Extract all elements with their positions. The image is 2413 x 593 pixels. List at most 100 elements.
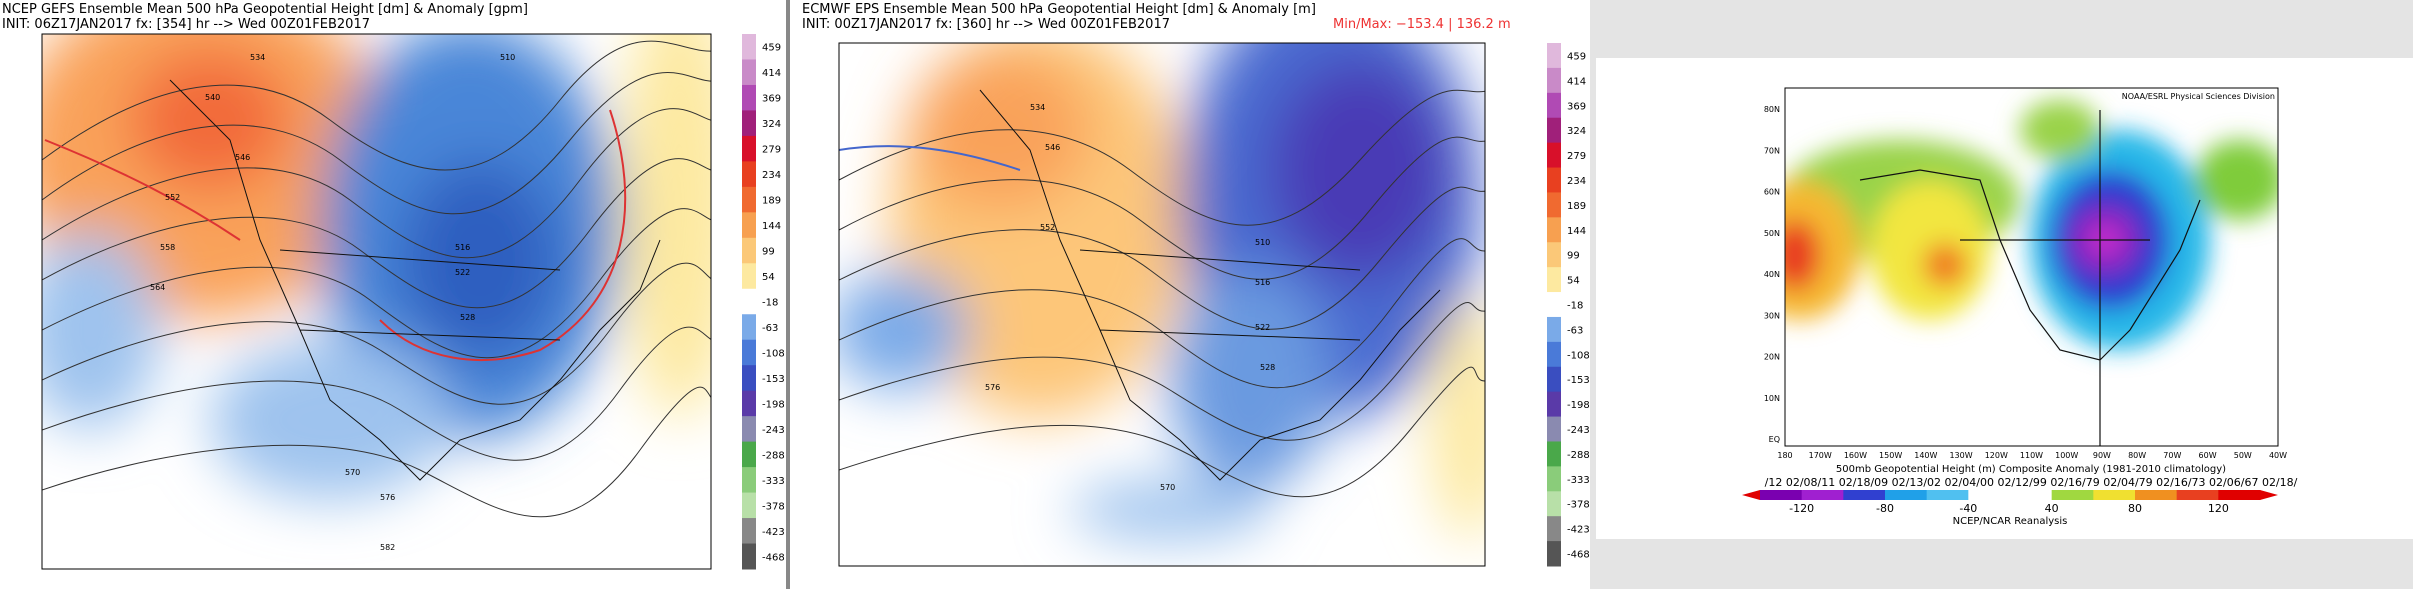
contour-label: 570 <box>345 468 360 477</box>
colorbar-label: -120 <box>1789 502 1814 515</box>
contour-label: 552 <box>165 193 180 202</box>
colorbar-swatch <box>742 110 756 137</box>
lon-label: 170W <box>1809 451 1832 460</box>
contours <box>42 40 711 518</box>
colorbar-label: 459 <box>1567 51 1586 62</box>
contour-label: 576 <box>985 383 1000 392</box>
colorbar-label: -468 <box>1567 550 1590 561</box>
colorbar-label: 54 <box>762 272 775 283</box>
colorbar-swatch <box>2218 490 2261 500</box>
lat-label: 20N <box>1764 353 1780 362</box>
colorbar-label: -423 <box>762 527 785 538</box>
colorbar-swatch <box>1968 490 2011 500</box>
colorbar-swatch <box>1801 490 1844 500</box>
colorbar-label: 144 <box>1567 226 1586 237</box>
colorbar-label: -198 <box>762 399 785 410</box>
init: INIT: 00Z17JAN2017 fx: [360] hr --> Wed … <box>802 17 1170 32</box>
contour-label: 528 <box>1260 363 1275 372</box>
map2-frame <box>838 42 1486 567</box>
lat-label: 10N <box>1764 394 1780 403</box>
colorbar-label: -333 <box>1567 475 1590 486</box>
colorbar-swatch <box>1843 490 1886 500</box>
lat-label: EQ <box>1769 435 1780 444</box>
map1 <box>42 34 711 569</box>
dates: /12 02/08/11 02/18/09 02/13/02 02/04/00 … <box>1765 476 2298 489</box>
colorbar-swatch <box>742 84 756 111</box>
colorbar-label: -198 <box>1567 400 1590 411</box>
colorbar-label: -40 <box>1959 502 1977 515</box>
colorbar-swatch <box>1760 490 1803 500</box>
colorbar-label: -63 <box>762 323 778 334</box>
colorbar-swatch <box>1547 416 1561 442</box>
colorbar-label: 279 <box>762 145 781 156</box>
colorbar-label: -18 <box>1567 301 1583 312</box>
colorbar-label: 234 <box>1567 176 1586 187</box>
lon-label: 50W <box>2234 451 2252 460</box>
colorbar-swatch <box>2010 490 2053 500</box>
colorbar-swatch <box>1547 391 1561 418</box>
contour-label: 510 <box>1255 238 1270 247</box>
colorbar-swatch <box>1547 292 1561 318</box>
colorbar-swatch <box>1547 117 1561 144</box>
contour-label: 576 <box>380 493 395 502</box>
colorbar-label: 234 <box>762 170 781 181</box>
colorbar-swatch <box>1547 192 1561 218</box>
map1-frame <box>41 33 712 570</box>
map3-frame <box>1784 87 2279 447</box>
contour-label: 546 <box>1045 143 1060 152</box>
contour-label: 552 <box>1040 223 1055 232</box>
minmax: Min/Max: −153.4 | 136.2 m <box>1333 17 1511 32</box>
lon-label: 140W <box>1914 451 1937 460</box>
colorbar-label: -468 <box>762 552 785 563</box>
contour-label: 582 <box>380 543 395 552</box>
map2 <box>839 43 1485 566</box>
colorbar-swatch <box>1547 92 1561 119</box>
colorbar-swatch <box>2135 490 2178 500</box>
colorbar-label: 369 <box>1567 101 1586 112</box>
colorbar-swatch <box>742 186 756 213</box>
colorbar-swatch <box>2093 490 2136 500</box>
colorbar-label: -63 <box>1567 325 1583 336</box>
contour-label: 528 <box>460 313 475 322</box>
contour-label: 534 <box>250 53 265 62</box>
lon-label: 110W <box>2020 451 2043 460</box>
colorbar-label: -18 <box>762 298 778 309</box>
map3 <box>1785 88 2278 446</box>
colorbar-label: 414 <box>1567 76 1586 87</box>
colorbar-swatch <box>742 212 756 239</box>
colorbar-label: 369 <box>762 94 781 105</box>
lat-label: 40N <box>1764 270 1780 279</box>
colorbar-label: -333 <box>762 476 785 487</box>
colorbar-label: 324 <box>1567 126 1586 137</box>
colorbar-swatch <box>742 390 756 417</box>
colorbar-label: 99 <box>762 247 775 258</box>
colorbar-swatch <box>1926 490 1969 500</box>
divider <box>786 0 790 589</box>
colorbar-label: -378 <box>1567 500 1590 511</box>
lon-label: 60W <box>2199 451 2217 460</box>
init: INIT: 06Z17JAN2017 fx: [354] hr --> Wed … <box>2 17 370 32</box>
colorbar-swatch <box>1547 541 1561 567</box>
colorbar-swatch <box>1547 341 1561 368</box>
contour-label: 516 <box>455 243 470 252</box>
contour-label: 540 <box>205 93 220 102</box>
colorbar-swatch <box>1547 267 1561 293</box>
lon-label: 90W <box>2093 451 2111 460</box>
colorbar-swatch <box>2051 490 2094 500</box>
colorbar-swatch <box>1547 466 1561 492</box>
lat-label: 60N <box>1764 188 1780 197</box>
colorbar-swatch <box>742 263 756 290</box>
colorbar-label: 54 <box>1567 276 1580 287</box>
colorbar-swatch <box>742 441 756 468</box>
lat-label: 70N <box>1764 146 1780 155</box>
contour-label: 570 <box>1160 483 1175 492</box>
colorbar-label: -243 <box>1567 425 1590 436</box>
colorbar-label: 40 <box>2045 502 2059 515</box>
colorbar-swatch <box>742 288 756 315</box>
colorbar-swatch <box>1547 516 1561 542</box>
colorbar-label: 189 <box>762 196 781 207</box>
colorbar-swatch <box>1547 167 1561 193</box>
title: 500mb Geopotential Height (m) Composite … <box>1836 464 2226 475</box>
colorbar-label: 99 <box>1567 251 1580 262</box>
